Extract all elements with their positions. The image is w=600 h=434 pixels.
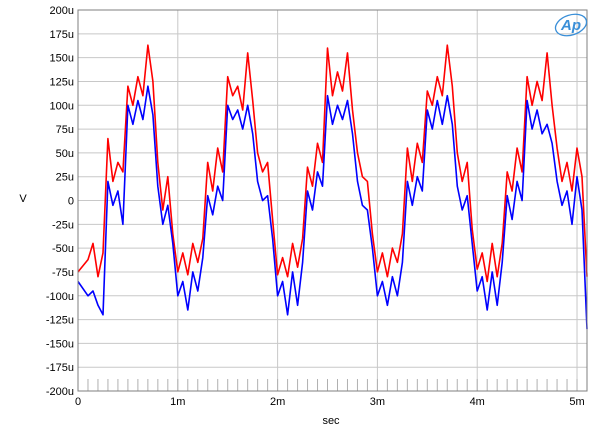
x-tick-label: 3m: [370, 396, 385, 408]
x-tick-label: 2m: [270, 396, 285, 408]
y-tick-label: -75u: [52, 267, 74, 279]
y-tick-label: -150u: [46, 338, 74, 350]
x-tick-label: 4m: [470, 396, 485, 408]
y-tick-label: 175u: [50, 29, 74, 41]
series-line-2: [77, 85, 588, 330]
plot-frame: [77, 9, 588, 392]
x-axis-label: sec: [322, 415, 340, 427]
ap-logo-text: Ap: [560, 17, 581, 34]
y-tick-label: 125u: [50, 76, 74, 88]
y-tick-label: -175u: [46, 362, 74, 374]
x-tick-label: 5m: [569, 396, 584, 408]
y-tick-label: -200u: [46, 386, 74, 398]
y-tick-label: -125u: [46, 315, 74, 327]
y-axis-label: V: [19, 193, 27, 205]
y-tick-label: 50u: [56, 148, 74, 160]
series-line-1: [77, 44, 588, 283]
y-tick-label: -50u: [52, 243, 74, 255]
y-tick-label: 25u: [56, 172, 74, 184]
x-tick-label: 1m: [170, 396, 185, 408]
y-tick-label: -25u: [52, 219, 74, 231]
y-tick-label: 0: [68, 196, 74, 208]
y-tick-label: 75u: [56, 124, 74, 136]
x-tick-label: 0: [75, 396, 81, 408]
y-tick-labels: 200u 175u 150u 125u 100u 75u 50u 25u 0 -25u -50u -7…: [46, 5, 74, 398]
y-tick-label: 150u: [50, 53, 74, 65]
y-tick-label: -100u: [46, 291, 74, 303]
y-tick-label: 100u: [50, 100, 74, 112]
series-group: [77, 44, 588, 330]
ap-logo-ring: [554, 13, 588, 37]
x-tick-labels: 0 1m 2m 3m 4m 5m: [75, 396, 585, 408]
y-tick-label: 200u: [50, 5, 74, 17]
ap-logo: Ap: [554, 13, 588, 37]
